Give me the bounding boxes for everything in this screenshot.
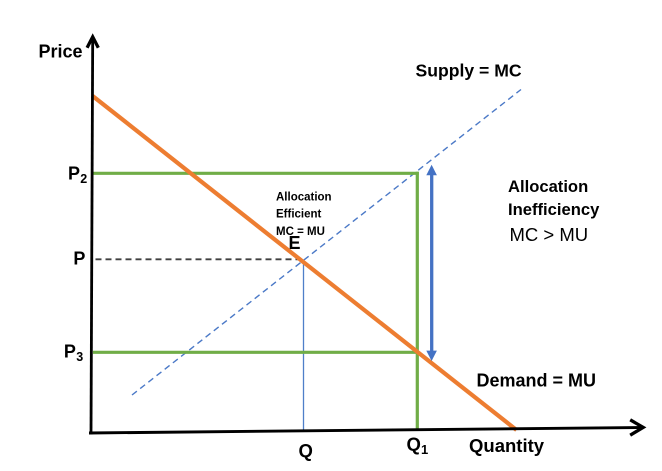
- svg-text:P: P: [68, 164, 80, 184]
- svg-text:1: 1: [421, 442, 428, 457]
- svg-text:E: E: [289, 233, 301, 253]
- svg-text:Allocation: Allocation: [508, 177, 588, 196]
- svg-text:Price: Price: [39, 42, 83, 62]
- svg-text:P: P: [64, 342, 76, 362]
- svg-text:3: 3: [76, 350, 83, 364]
- svg-text:Efficient: Efficient: [276, 209, 322, 221]
- svg-text:Quantity: Quantity: [469, 435, 545, 456]
- svg-text:MC = MU: MC = MU: [276, 226, 325, 238]
- svg-text:Q: Q: [407, 434, 421, 455]
- svg-text:Supply = MC: Supply = MC: [416, 60, 522, 80]
- svg-text:Demand = MU: Demand = MU: [477, 370, 597, 390]
- svg-text:P: P: [73, 249, 85, 269]
- svg-text:Inefficiency: Inefficiency: [508, 200, 600, 219]
- svg-text:2: 2: [80, 172, 87, 186]
- svg-text:MC > MU: MC > MU: [510, 224, 589, 245]
- svg-text:Q: Q: [299, 440, 313, 461]
- svg-text:Allocation: Allocation: [276, 191, 332, 203]
